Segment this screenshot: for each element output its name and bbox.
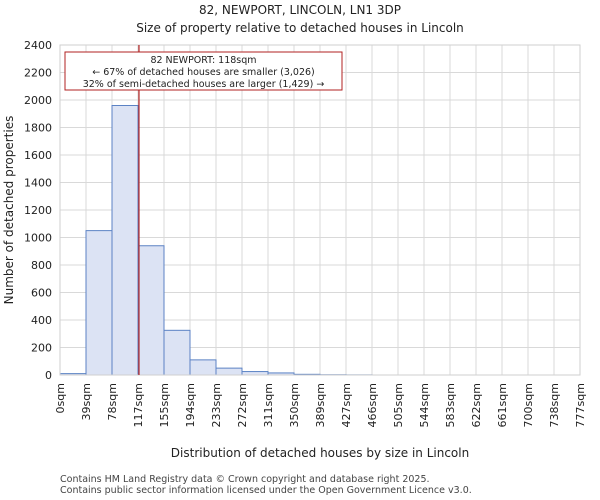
y-tick-label: 1400 bbox=[24, 177, 52, 190]
x-tick-label: 350sqm bbox=[288, 383, 301, 427]
y-tick-label: 1000 bbox=[24, 232, 52, 245]
histogram-bar bbox=[85, 230, 113, 376]
bar-layer bbox=[59, 105, 373, 376]
x-tick-label: 622sqm bbox=[470, 383, 483, 427]
chart-subtitle: Size of property relative to detached ho… bbox=[136, 21, 464, 35]
x-tick-label: 311sqm bbox=[262, 383, 275, 427]
histogram-bar bbox=[111, 105, 139, 376]
histogram-bar bbox=[215, 367, 243, 376]
histogram-bar bbox=[241, 371, 269, 376]
x-tick-label: 272sqm bbox=[236, 383, 249, 427]
y-tick-label: 1800 bbox=[24, 122, 52, 135]
y-tick-label: 800 bbox=[31, 259, 52, 272]
x-tick-label: 700sqm bbox=[522, 383, 535, 427]
y-tick-label: 2000 bbox=[24, 94, 52, 107]
x-tick-label: 738sqm bbox=[548, 383, 561, 427]
y-tick-label: 200 bbox=[31, 342, 52, 355]
x-tick-label: 544sqm bbox=[418, 383, 431, 427]
annotation-line-3: 32% of semi-detached houses are larger (… bbox=[83, 79, 325, 90]
footer-line-1: Contains HM Land Registry data © Crown c… bbox=[60, 474, 430, 485]
y-tick-label: 2400 bbox=[24, 39, 52, 52]
x-tick-label: 39sqm bbox=[80, 383, 93, 420]
x-tick-label: 427sqm bbox=[340, 383, 353, 427]
y-tick-label: 600 bbox=[31, 287, 52, 300]
y-tick-label: 0 bbox=[45, 369, 52, 382]
x-tick-label: 389sqm bbox=[314, 383, 327, 427]
annotation-line-2: ← 67% of detached houses are smaller (3,… bbox=[92, 67, 315, 78]
y-tick-label: 1600 bbox=[24, 149, 52, 162]
x-tick-label: 194sqm bbox=[184, 383, 197, 427]
histogram-bar bbox=[163, 329, 191, 376]
axis-layer: 0 200 400 600 800 1000 1200 1400 1600 1800 2000 220… bbox=[24, 39, 587, 427]
x-tick-label: 583sqm bbox=[444, 383, 457, 427]
x-tick-label: 777sqm bbox=[574, 383, 587, 427]
x-axis-title: Distribution of detached houses by size … bbox=[171, 446, 469, 460]
x-tick-label: 466sqm bbox=[366, 383, 379, 427]
y-tick-label: 400 bbox=[31, 314, 52, 327]
x-tick-label: 117sqm bbox=[132, 383, 145, 427]
annotation-line-1: 82 NEWPORT: 118sqm bbox=[150, 55, 256, 66]
y-tick-label: 2200 bbox=[24, 67, 52, 80]
histogram-bar bbox=[137, 245, 165, 376]
annotation-box bbox=[64, 51, 343, 91]
chart-title: 82, NEWPORT, LINCOLN, LN1 3DP bbox=[199, 3, 401, 17]
y-tick-label: 1200 bbox=[24, 204, 52, 217]
x-tick-label: 505sqm bbox=[392, 383, 405, 427]
y-axis-title: Number of detached properties bbox=[2, 116, 16, 305]
x-tick-label: 155sqm bbox=[158, 383, 171, 427]
plot-frame bbox=[59, 44, 581, 376]
x-tick-label: 78sqm bbox=[106, 383, 119, 420]
x-tick-label: 661sqm bbox=[496, 383, 509, 427]
x-tick-label: 0sqm bbox=[54, 383, 67, 413]
histogram-bar bbox=[189, 359, 217, 376]
x-tick-label: 233sqm bbox=[210, 383, 223, 427]
footer-line-2: Contains public sector information licen… bbox=[60, 485, 472, 496]
